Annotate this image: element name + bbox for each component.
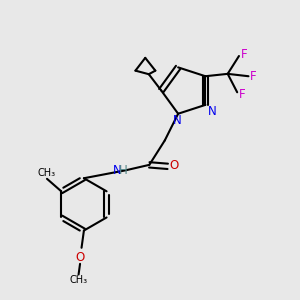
Text: CH₃: CH₃	[69, 275, 87, 286]
Text: H: H	[119, 164, 128, 177]
Text: F: F	[241, 48, 247, 61]
Text: N: N	[208, 105, 216, 118]
Text: N: N	[173, 114, 182, 127]
Text: CH₃: CH₃	[37, 169, 56, 178]
Text: O: O	[169, 159, 179, 172]
Text: O: O	[75, 251, 85, 264]
Text: F: F	[250, 70, 257, 83]
Text: F: F	[239, 88, 246, 101]
Text: N: N	[113, 164, 122, 177]
